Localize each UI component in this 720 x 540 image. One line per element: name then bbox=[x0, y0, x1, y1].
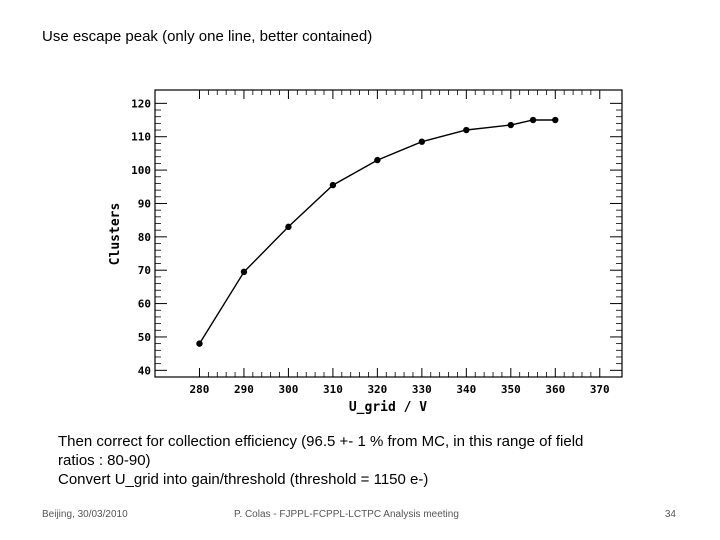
x-tick-label: 350 bbox=[501, 383, 521, 396]
data-point bbox=[552, 116, 559, 124]
footer-location-date: Beijing, 30/03/2010 bbox=[42, 509, 128, 520]
y-tick-label: 60 bbox=[138, 298, 151, 311]
page-number: 34 bbox=[664, 509, 676, 520]
y-tick-label: 120 bbox=[131, 97, 151, 110]
plot-frame bbox=[154, 89, 623, 378]
x-tick-label: 340 bbox=[456, 383, 476, 396]
data-point bbox=[196, 340, 203, 347]
y-tick-label: 70 bbox=[138, 264, 151, 277]
series-line-clusters bbox=[198, 119, 556, 344]
data-point bbox=[374, 156, 381, 164]
clusters-vs-ugrid-chart: 280 290 300 310 320 330 340 350 360 370 40 50 60 70 80… bbox=[108, 89, 623, 415]
y-tick-label: 90 bbox=[138, 197, 151, 210]
y-axis-label: Clusters bbox=[108, 203, 123, 266]
x-tick-label: 280 bbox=[190, 383, 210, 396]
x-tick-label: 320 bbox=[367, 383, 387, 396]
y-tick-label: 80 bbox=[138, 231, 151, 244]
x-tick-label: 360 bbox=[545, 383, 565, 396]
y-tick-label: 50 bbox=[138, 331, 151, 344]
x-tick-label: 300 bbox=[278, 383, 298, 396]
y-tick-label: 100 bbox=[131, 164, 151, 177]
y-tick-label: 40 bbox=[138, 364, 151, 377]
body-line: ratios : 80-90) bbox=[58, 452, 151, 469]
data-point bbox=[463, 126, 470, 134]
x-tick-label: 370 bbox=[590, 383, 610, 396]
data-point bbox=[418, 138, 426, 145]
data-point bbox=[507, 121, 515, 129]
slide-body: Then correct for collection efficiency (… bbox=[58, 432, 583, 489]
slide-title: Use escape peak (only one line, better c… bbox=[42, 28, 373, 45]
footer-meeting: P. Colas - FJPPL-FCPPL-LCTPC Analysis me… bbox=[234, 509, 459, 520]
x-tick-label: 290 bbox=[234, 383, 254, 396]
body-line: Then correct for collection efficiency (… bbox=[58, 433, 584, 450]
data-point bbox=[529, 116, 537, 124]
x-tick-label: 330 bbox=[412, 383, 432, 396]
x-axis-label: U_grid / V bbox=[349, 400, 427, 415]
x-tick-label: 310 bbox=[323, 383, 343, 396]
y-tick-label: 110 bbox=[131, 131, 151, 144]
data-point bbox=[285, 223, 292, 231]
data-point bbox=[329, 181, 337, 189]
body-line: Convert U_grid into gain/threshold (thre… bbox=[58, 471, 429, 488]
data-point bbox=[240, 268, 248, 276]
